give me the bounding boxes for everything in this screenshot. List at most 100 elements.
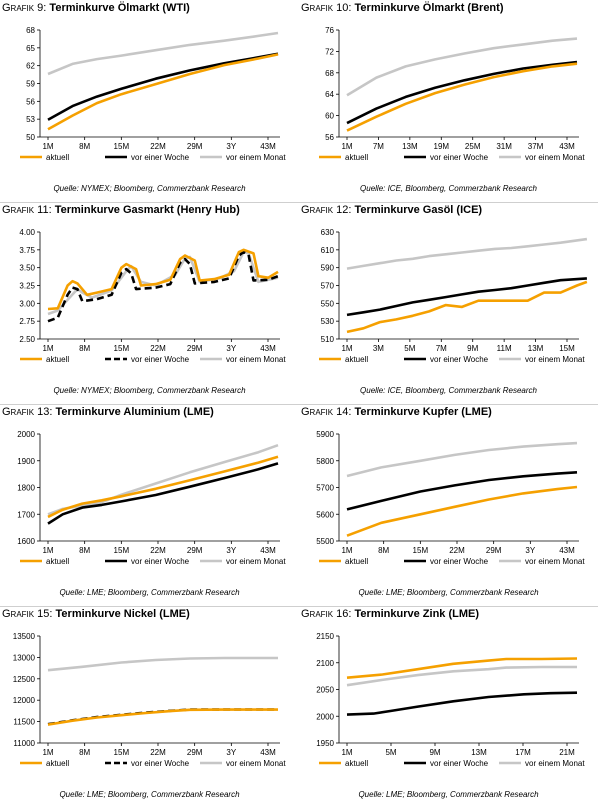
chart-title: Grafik 13: Terminkurve Aluminium (LME) (2, 406, 214, 418)
line-chart: 2.50 2.75 3.00 3.25 3.50 3.75 4.00 1M 8M 15M 22M 29… (19, 228, 286, 364)
y-tick-label: 570 (321, 282, 335, 291)
x-tick-label: 22M (150, 546, 166, 555)
series-line-aktuell (47, 455, 279, 519)
x-tick-label: 22M (449, 546, 465, 555)
y-tick-label: 1950 (316, 739, 334, 748)
figure-number: Grafik 14: (301, 406, 352, 418)
chart-panel: Grafik 9: Terminkurve Ölmarkt (WTI) 50 53 5… (0, 0, 299, 202)
line-chart: 50 53 56 59 62 65 68 1M 8M 15M 22M 29M 3Y 43M aktuell v… (20, 26, 286, 162)
chart-title-text: Terminkurve Ölmarkt (Brent) (354, 2, 504, 14)
legend-label: aktuell (345, 759, 368, 768)
x-tick-label: 3M (373, 344, 384, 353)
x-tick-label: 13M (471, 748, 487, 757)
y-tick-label: 56 (26, 97, 35, 106)
y-tick-label: 68 (325, 69, 334, 78)
x-tick-label: 8M (79, 748, 90, 757)
x-tick-label: 5M (404, 344, 415, 353)
y-tick-label: 2150 (316, 632, 334, 641)
series-line-vor-einer-woche (47, 52, 279, 121)
y-tick-label: 5600 (316, 510, 334, 519)
section-divider (0, 202, 598, 203)
y-tick-label: 2.50 (19, 335, 35, 344)
series-line-aktuell (47, 248, 279, 311)
y-tick-label: 56 (325, 133, 334, 142)
legend-label: aktuell (46, 153, 69, 162)
figure-number: Grafik 16: (301, 608, 352, 620)
legend-label: vor einer Woche (430, 759, 489, 768)
x-tick-label: 8M (79, 546, 90, 555)
y-tick-label: 3.50 (19, 264, 35, 273)
legend-label: vor einem Monat (525, 153, 585, 162)
line-chart: 11000 11500 12000 12500 13000 13500 1M 8M 15M 22M… (13, 632, 287, 768)
y-tick-label: 2.75 (19, 317, 35, 326)
x-tick-label: 43M (260, 142, 276, 151)
x-tick-label: 15M (114, 142, 130, 151)
legend-label: aktuell (46, 355, 69, 364)
series-line-aktuell (47, 53, 279, 131)
legend-label: aktuell (345, 355, 368, 364)
chart-panel: Grafik 14: Terminkurve Kupfer (LME) 5500 5… (299, 404, 598, 606)
chart-title: Grafik 11: Terminkurve Gasmarkt (Henry H… (2, 204, 240, 216)
series-line-aktuell (47, 708, 278, 726)
legend-label: vor einem Monat (226, 759, 286, 768)
legend-label: vor einem Monat (226, 153, 286, 162)
x-tick-label: 3Y (226, 344, 236, 353)
section-divider (0, 404, 598, 405)
chart-source: Quelle: ICE, Bloomberg, Commerzbank Rese… (360, 386, 537, 395)
series-line-vor-einem-monat (346, 237, 588, 270)
x-tick-label: 8M (79, 142, 90, 151)
x-tick-label: 9M (429, 748, 440, 757)
x-tick-label: 1M (341, 344, 352, 353)
chart-source: Quelle: NYMEX; Bloomberg, Commerzbank Re… (53, 386, 246, 395)
chart-panel: Grafik 12: Terminkurve Gasöl (ICE) 510 530… (299, 202, 598, 404)
y-tick-label: 72 (325, 47, 334, 56)
line-chart: 510 530 550 570 590 610 630 1M 3M 5M 7M 9M 11M 13M 15M… (319, 228, 588, 364)
x-tick-label: 43M (559, 546, 575, 555)
chart-source: Quelle: LME; Bloomberg, Commerzbank Rese… (358, 790, 539, 799)
x-tick-label: 22M (150, 344, 166, 353)
y-tick-label: 590 (321, 264, 335, 273)
legend-label: vor einem Monat (226, 355, 286, 364)
line-chart: 1600 1700 1800 1900 2000 1M 8M 15M 22M 29M 3Y 43M ak… (17, 430, 286, 566)
chart-title: Grafik 10: Terminkurve Ölmarkt (Brent) (301, 2, 503, 14)
x-tick-label: 29M (187, 546, 203, 555)
y-tick-label: 550 (321, 299, 335, 308)
y-tick-label: 64 (325, 90, 334, 99)
x-tick-label: 5M (385, 748, 396, 757)
y-tick-label: 630 (321, 228, 335, 237)
chart-source: Quelle: LME; Bloomberg, Commerzbank Rese… (358, 588, 539, 597)
x-tick-label: 31M (496, 142, 512, 151)
chart-title-text: Terminkurve Gasöl (ICE) (354, 204, 483, 216)
x-tick-label: 1M (42, 142, 53, 151)
x-tick-label: 15M (559, 344, 575, 353)
figure-number: Grafik 9: (2, 2, 47, 14)
x-tick-label: 11M (497, 344, 512, 353)
x-tick-label: 29M (486, 546, 502, 555)
legend-label: aktuell (345, 153, 368, 162)
x-tick-label: 1M (341, 142, 352, 151)
chart-title: Grafik 12: Terminkurve Gasöl (ICE) (301, 204, 482, 216)
line-chart: 5500 5600 5700 5800 5900 1M 8M 15M 22M 29M 3Y 43M ak… (316, 430, 585, 566)
legend-label: vor einer Woche (131, 557, 190, 566)
y-tick-label: 3.25 (19, 282, 35, 291)
x-tick-label: 3Y (525, 546, 535, 555)
y-tick-label: 60 (325, 112, 334, 121)
legend-label: vor einer Woche (430, 557, 489, 566)
x-tick-label: 43M (260, 546, 276, 555)
x-tick-label: 25M (465, 142, 481, 151)
y-tick-label: 2100 (316, 659, 334, 668)
y-tick-label: 2050 (316, 686, 334, 695)
legend-label: vor einem Monat (525, 759, 585, 768)
series-line-aktuell (346, 62, 578, 132)
chart-source: Quelle: LME; Bloomberg, Commerzbank Rese… (59, 790, 240, 799)
series-line-vor-einer-woche (47, 250, 279, 323)
x-tick-label: 1M (42, 546, 53, 555)
x-tick-label: 15M (114, 546, 130, 555)
series-line-vor-einem-monat (47, 656, 278, 672)
series-line-vor-einem-monat (346, 441, 578, 478)
x-tick-label: 19M (434, 142, 450, 151)
y-tick-label: 76 (325, 26, 334, 35)
y-tick-label: 53 (26, 115, 35, 124)
x-tick-label: 29M (187, 748, 203, 757)
y-tick-label: 1600 (17, 537, 35, 546)
